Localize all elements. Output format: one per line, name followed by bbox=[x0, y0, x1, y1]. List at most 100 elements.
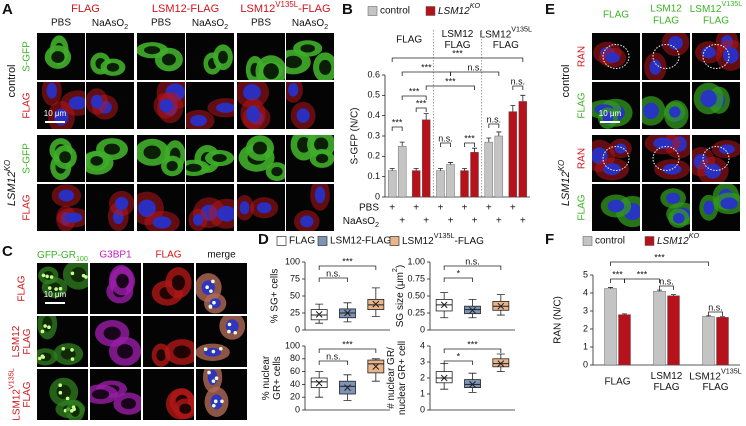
text-run: 2 bbox=[375, 220, 379, 229]
cell bbox=[42, 316, 53, 332]
text-run: LSM12 bbox=[438, 6, 470, 17]
column-group: FLAG bbox=[71, 3, 100, 15]
granule bbox=[233, 330, 238, 335]
bar bbox=[446, 164, 455, 198]
cell bbox=[643, 102, 659, 119]
micrograph bbox=[137, 135, 185, 182]
granule bbox=[54, 287, 58, 291]
y-tick-label: 0.1 bbox=[367, 171, 380, 181]
significance-bracket bbox=[443, 277, 473, 282]
group-label: FLAG bbox=[396, 35, 422, 46]
micrograph bbox=[90, 316, 141, 367]
significance-label: *** bbox=[416, 98, 427, 108]
row-label: S-GFP bbox=[22, 143, 33, 174]
y-tick-label: 0 bbox=[583, 359, 588, 369]
mean-marker bbox=[469, 381, 476, 388]
cell bbox=[48, 282, 61, 293]
bar bbox=[484, 141, 494, 198]
micrograph bbox=[137, 33, 185, 80]
granule bbox=[40, 354, 45, 358]
legend-label: LSM12KO bbox=[438, 1, 480, 16]
error-bar bbox=[486, 137, 492, 143]
y-tick-label: 100 bbox=[285, 256, 300, 266]
significance-label: * bbox=[457, 351, 461, 361]
condition-label: control bbox=[6, 64, 18, 97]
mean-marker bbox=[497, 302, 505, 310]
y-tick-label: 0.50 bbox=[407, 290, 425, 300]
granule bbox=[69, 409, 74, 413]
micrograph bbox=[592, 184, 640, 231]
bar bbox=[460, 170, 469, 198]
row-label: LSM12 bbox=[11, 325, 22, 357]
upper-whisker bbox=[343, 302, 352, 309]
micrograph bbox=[642, 184, 690, 231]
text-run: KO bbox=[689, 231, 700, 240]
cell bbox=[117, 344, 134, 359]
column-label: PBS bbox=[251, 18, 271, 29]
significance-bracket bbox=[464, 142, 475, 147]
treatment-mark: + bbox=[423, 216, 429, 227]
cell bbox=[64, 212, 83, 223]
micrograph bbox=[237, 82, 285, 129]
significance-bracket bbox=[440, 142, 451, 147]
text-run: LSM12 bbox=[689, 371, 721, 382]
y-tick-label: 1 bbox=[420, 388, 425, 398]
micrograph bbox=[143, 316, 194, 367]
legend-label: LSM12KO bbox=[657, 231, 699, 246]
significance-bracket bbox=[425, 85, 475, 90]
y-axis-label: GR+ cells bbox=[272, 356, 283, 400]
y-tick-label: 0.2 bbox=[367, 151, 380, 161]
significance-label: n.s. bbox=[708, 302, 723, 312]
significance-bracket bbox=[610, 261, 709, 266]
text-run: NaAsO bbox=[92, 18, 124, 29]
y-tick-label: 0 bbox=[295, 324, 300, 334]
y-tick-label: 40 bbox=[290, 379, 300, 389]
bar bbox=[397, 145, 407, 198]
y-tick-label: 1 bbox=[583, 341, 588, 351]
micrograph bbox=[186, 33, 234, 80]
error-bar bbox=[622, 313, 627, 315]
error-bar bbox=[389, 168, 395, 171]
cell bbox=[152, 216, 172, 229]
granule bbox=[58, 286, 63, 291]
cell bbox=[252, 141, 268, 155]
cell bbox=[192, 213, 204, 226]
cell bbox=[51, 51, 65, 63]
micrograph bbox=[37, 135, 85, 182]
group-label: FLAG bbox=[493, 40, 519, 51]
micrograph bbox=[90, 263, 141, 314]
granule bbox=[209, 289, 213, 293]
text-run: LSM12 bbox=[6, 171, 18, 206]
cell bbox=[607, 199, 625, 213]
significance-label: *** bbox=[452, 48, 463, 58]
cell bbox=[246, 105, 260, 123]
significance-bracket bbox=[443, 360, 473, 365]
treatment-mark: + bbox=[438, 203, 444, 214]
cell bbox=[59, 151, 71, 164]
cell bbox=[216, 102, 234, 113]
group-label: LSM12 bbox=[442, 29, 474, 40]
cell bbox=[90, 94, 103, 109]
significance-bracket bbox=[443, 265, 502, 270]
micrograph bbox=[143, 263, 194, 314]
bar bbox=[618, 314, 631, 366]
error-bar bbox=[671, 294, 676, 296]
x-tick-label: FLAG bbox=[604, 377, 630, 388]
bar bbox=[494, 135, 504, 198]
cell bbox=[116, 273, 129, 289]
y-axis-label: % nuclear bbox=[261, 355, 272, 400]
lower-whisker bbox=[440, 310, 449, 319]
panel-letter: A bbox=[2, 1, 13, 18]
legend-swatch bbox=[425, 6, 436, 16]
y-tick-label: 25 bbox=[290, 307, 300, 317]
significance-bracket bbox=[512, 85, 524, 90]
column-label: NaAsO2 bbox=[92, 18, 128, 32]
cell bbox=[91, 389, 110, 400]
y-tick-label: 0 bbox=[375, 191, 380, 201]
significance-bracket bbox=[450, 71, 500, 76]
granule bbox=[211, 379, 216, 383]
lower-whisker bbox=[468, 313, 477, 319]
column-label: merge bbox=[207, 250, 236, 261]
row-label: FLAG bbox=[22, 381, 33, 407]
cell bbox=[173, 345, 191, 359]
